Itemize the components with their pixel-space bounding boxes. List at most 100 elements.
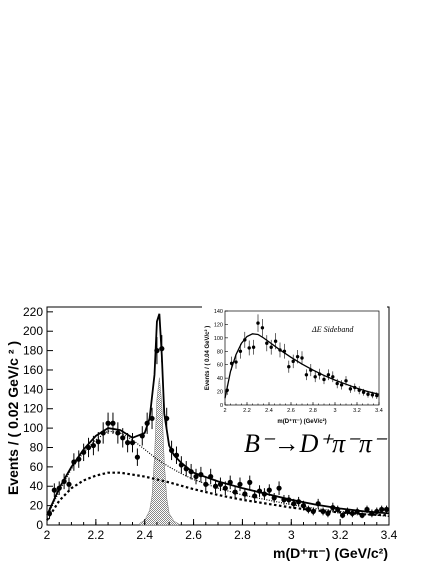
inset-x-ticks: 2 2.2 2.4 2.6 2.8 3 3.2 3.4 [223, 402, 383, 414]
inset-data-point [348, 387, 353, 391]
main-data-point [256, 488, 263, 494]
main-x-tick-label: 3.2 [332, 528, 349, 542]
inset-sideband-label: ΔE Sideband [311, 325, 354, 334]
main-y-tick-label: 20 [30, 499, 44, 513]
main-data-point [291, 501, 297, 507]
main-x-tick-label: 3 [288, 528, 295, 542]
main-data-point [46, 510, 53, 516]
main-data-point [286, 497, 292, 503]
main-data-point [315, 501, 321, 507]
inset-data-point [309, 368, 313, 372]
main-data-point [95, 439, 101, 445]
inset-y-tick-label: 120 [214, 322, 223, 328]
inset-plot [224, 314, 380, 399]
inset-x-axis-title: m(D⁺π⁻) (GeV/c²) [277, 418, 326, 425]
main-y-tick-label: 120 [23, 402, 43, 416]
main-data-point [81, 449, 87, 455]
main-y-axis-title: Events / ( 0.02 GeV/c ² ) [5, 341, 21, 495]
inset-y-tick-label: 80 [217, 349, 223, 355]
main-data-point [193, 473, 199, 480]
main-data-point [383, 506, 390, 513]
main-data-point [266, 487, 272, 493]
main-y-ticks: 0 20 40 60 80 100 120 140 160 180 200 220 [23, 305, 53, 532]
main-data-point [247, 479, 253, 485]
inset-data-point [361, 390, 366, 394]
main-data-point [188, 469, 194, 475]
inset-data-point [339, 383, 344, 387]
inset-y-tick-label: 40 [217, 376, 223, 382]
inset-y-tick-label: 140 [214, 309, 223, 315]
main-y-tick-label: 180 [23, 344, 43, 358]
main-x-tick-label: 2.4 [136, 528, 153, 542]
inset-data-point [322, 377, 326, 382]
inset-y-tick-label: 20 [217, 390, 223, 396]
inset-data-point [243, 338, 247, 342]
main-data-point [129, 440, 136, 446]
main-data-point [310, 508, 316, 515]
inset-data-point [304, 373, 309, 377]
main-data-point [149, 415, 155, 422]
inset-data-point [273, 339, 278, 343]
main-data-point [252, 493, 258, 499]
main-data-point [76, 456, 82, 462]
inset-y-tick-label: 60 [217, 363, 223, 369]
main-data-point [335, 506, 341, 513]
main-data-point [232, 489, 238, 495]
main-data-point [325, 510, 331, 516]
inset-data-point [331, 375, 335, 379]
inset-data-point [287, 365, 291, 369]
main-data-point [66, 481, 72, 487]
main-data-point [125, 440, 131, 446]
inset-data-point [366, 392, 370, 396]
main-data-point [178, 462, 184, 468]
main-data-point [222, 485, 228, 491]
inset-data-point [229, 361, 234, 366]
main-y-tick-label: 60 [30, 460, 44, 474]
inset-y-tick-label: 0 [220, 403, 223, 409]
inset-data-point [295, 354, 300, 359]
main-y-tick-label: 200 [23, 324, 43, 338]
inset-data-point [326, 373, 331, 377]
main-data-point [369, 510, 375, 516]
main-data-point [242, 491, 248, 497]
main-data-point [300, 503, 307, 509]
main-data-point [276, 485, 282, 491]
main-data-point [154, 348, 160, 354]
inset-data-point [260, 326, 265, 330]
main-data-point [359, 512, 365, 518]
inset-x-tick-label: 2.8 [309, 408, 317, 414]
main-data-point [134, 454, 140, 460]
inset-data-point [234, 360, 238, 364]
inset-data-point [300, 356, 304, 360]
inset-data-point [291, 359, 295, 364]
inset-x-tick-label: 2.2 [243, 408, 251, 414]
inset-data-point [225, 388, 229, 392]
inset-x-tick-label: 2.4 [265, 408, 273, 414]
main-data-point [281, 497, 287, 503]
main-data-point [227, 479, 233, 485]
main-data-point [379, 506, 385, 513]
main-data-point [61, 478, 67, 484]
inset-y-ticks: 0 20 40 60 80 100 120 140 [214, 309, 228, 409]
main-data-point [339, 512, 346, 518]
inset-data-point [282, 349, 287, 353]
inset-x-tick-label: 2 [223, 408, 226, 414]
main-plot [46, 313, 390, 526]
main-data-point [354, 508, 360, 515]
inset-data-point [251, 345, 256, 349]
main-y-tick-label: 40 [30, 479, 44, 493]
main-data-point [237, 481, 243, 487]
main-data-point [105, 420, 111, 426]
main-data-point [198, 472, 204, 478]
main-data-point [56, 485, 62, 491]
inset-x-tick-label: 3.4 [375, 408, 383, 414]
main-data-point [51, 487, 57, 493]
main-data-point [168, 447, 175, 453]
inset-data-point [265, 341, 269, 345]
decay-annotation: B⁻→D⁺π⁻π⁻ [244, 429, 388, 458]
main-y-tick-label: 220 [23, 305, 43, 319]
inset-data-point [353, 385, 357, 390]
main-data-point [85, 444, 92, 451]
inset-data-point [238, 349, 243, 353]
